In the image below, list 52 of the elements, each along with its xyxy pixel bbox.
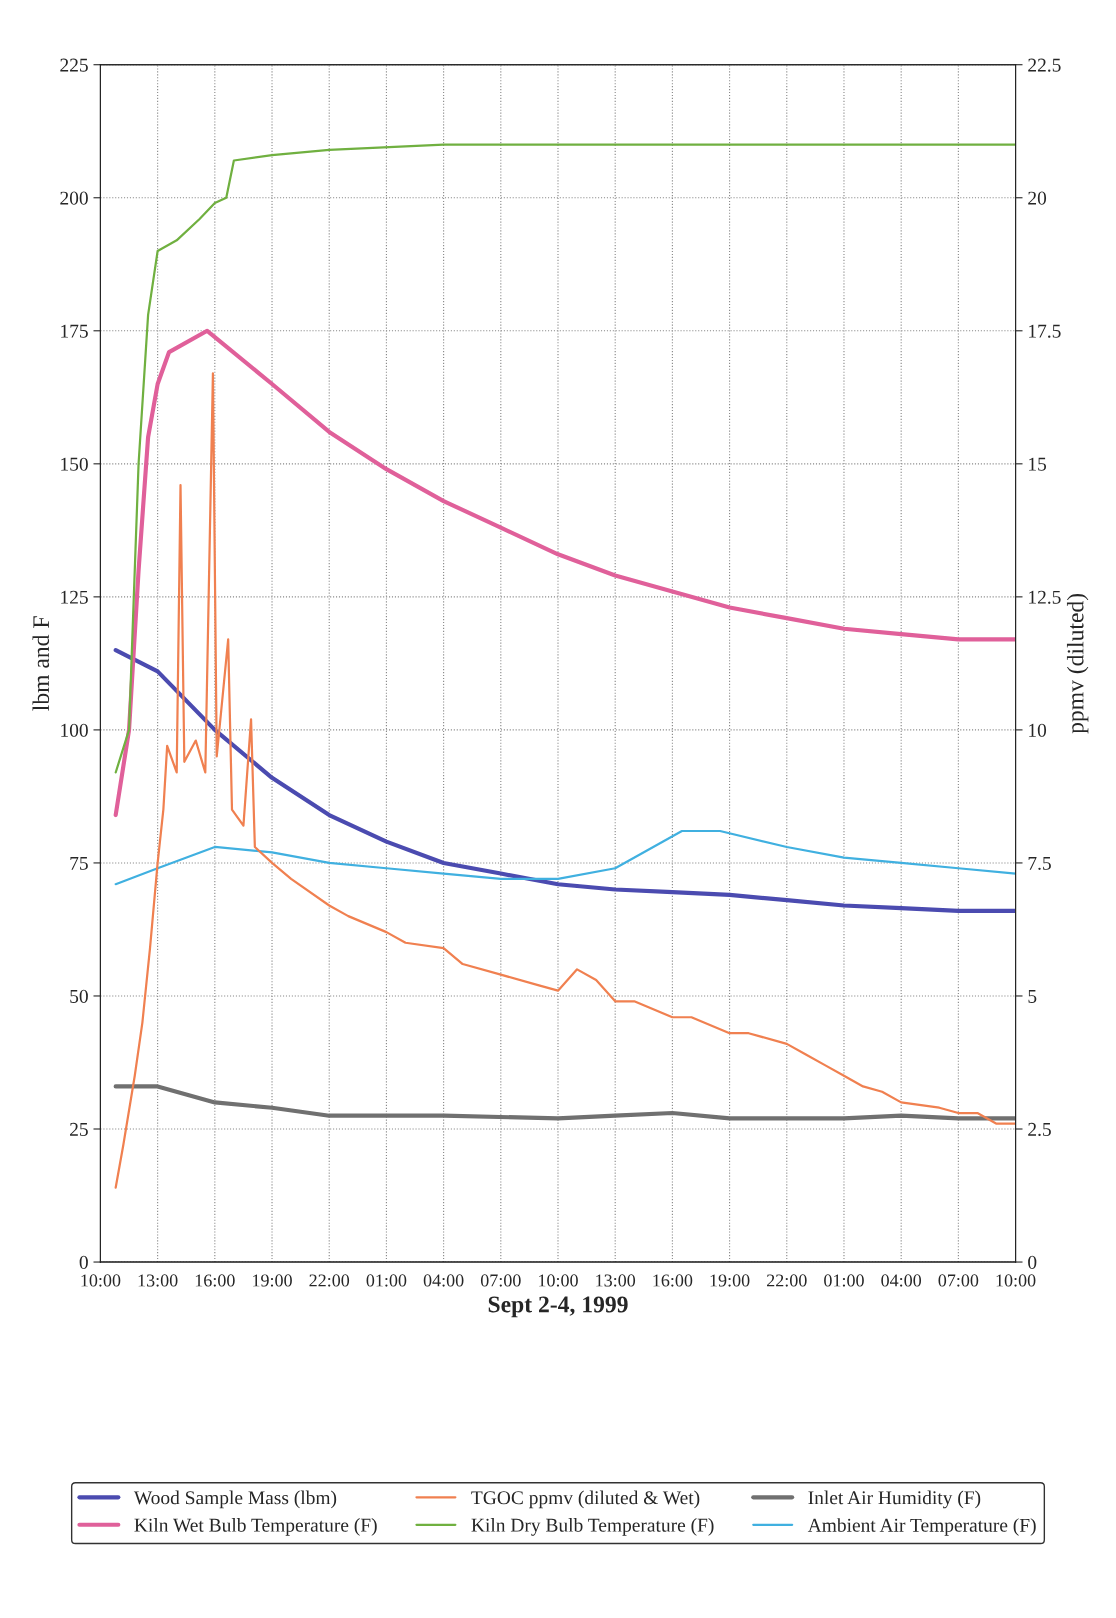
y-tick-label: 50	[70, 989, 88, 1003]
x-tick-label: 13:00	[596, 1274, 636, 1287]
y-tick-label: 0	[79, 1255, 88, 1269]
x-tick-label: 04:00	[423, 1274, 464, 1287]
x-tick-label: 19:00	[710, 1274, 750, 1287]
y-axis-title: lbm and F	[32, 616, 50, 711]
y2-tick-label: 5	[1028, 989, 1037, 1003]
x-tick-label: 07:00	[938, 1274, 979, 1287]
x-tick-label: 10:00	[996, 1274, 1036, 1287]
y-tick-label: 225	[60, 58, 88, 72]
y2-tick-label: 15	[1029, 457, 1047, 471]
y2-tick-label: 0	[1028, 1255, 1037, 1269]
y-tick-label: 150	[61, 457, 88, 471]
line-series	[113, 1084, 1016, 1121]
x-tick-label: 22:00	[767, 1274, 807, 1287]
line-series	[113, 328, 1016, 818]
x-tick-label: 16:00	[653, 1274, 693, 1287]
legend-label: Ambient Air Temperature (F)	[807, 1518, 1036, 1536]
y2-axis-title: ppmv (diluted)	[1066, 593, 1089, 734]
legend-label: TGOC ppmv (diluted & Wet)	[471, 1490, 700, 1509]
x-tick-label: 10:00	[81, 1274, 121, 1287]
legend-label: Wood Sample Mass (lbm)	[133, 1490, 337, 1509]
legend-label: Inlet Air Humidity (F)	[808, 1490, 981, 1509]
legend-label: Kiln Dry Bulb Temperature (F)	[471, 1518, 714, 1536]
y-tick-label: 100	[61, 723, 88, 737]
y2-tick-label: 10	[1029, 723, 1047, 737]
x-tick-label: 04:00	[881, 1274, 922, 1287]
y-tick-label: 175	[61, 324, 88, 338]
y2-tick-label: 20	[1028, 191, 1047, 205]
x-tick-label: 16:00	[195, 1274, 235, 1287]
line-series	[114, 829, 1016, 886]
x-axis-title: Sept 2-4, 1999	[488, 1296, 628, 1318]
y2-tick-label: 17.5	[1029, 324, 1061, 338]
y2-tick-label: 12.5	[1029, 590, 1061, 604]
x-tick-label: 07:00	[480, 1274, 521, 1287]
x-tick-label: 19:00	[253, 1274, 292, 1287]
y2-tick-label: 2.5	[1028, 1122, 1051, 1137]
line-series	[114, 143, 1016, 774]
x-tick-label: 10:00	[539, 1274, 578, 1287]
y-tick-label: 200	[60, 191, 88, 205]
y-tick-label: 25	[70, 1122, 88, 1136]
legend-label: Kiln Wet Bulb Temperature (F)	[134, 1518, 377, 1536]
x-tick-label: 22:00	[309, 1274, 350, 1287]
line-series	[114, 372, 1016, 1189]
y-tick-label: 75	[70, 856, 88, 870]
x-tick-label: 01:00	[366, 1274, 407, 1287]
line-series	[113, 647, 1016, 913]
x-tick-label: 01:00	[824, 1274, 864, 1287]
y2-tick-label: 7.5	[1028, 856, 1051, 870]
x-tick-label: 13:00	[138, 1274, 178, 1287]
y2-tick-label: 22.5	[1028, 58, 1061, 72]
y-tick-label: 125	[61, 590, 88, 604]
